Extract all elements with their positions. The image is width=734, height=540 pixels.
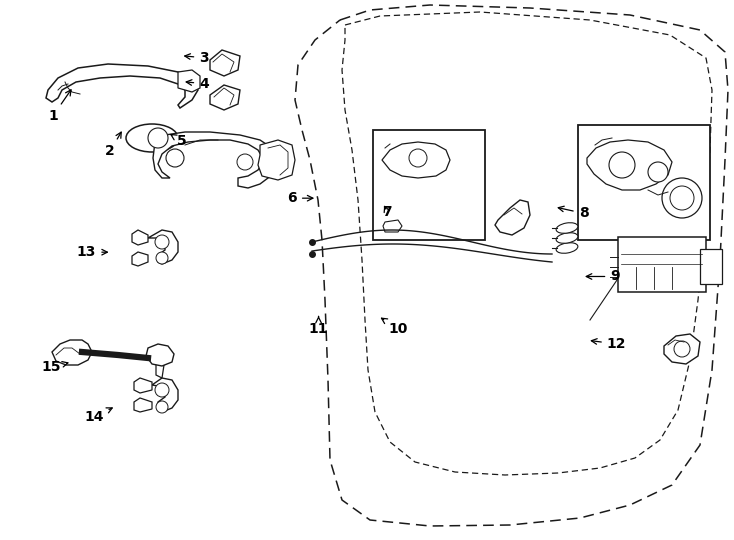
Polygon shape [134, 398, 152, 412]
Circle shape [155, 383, 169, 397]
Text: 7: 7 [382, 205, 392, 219]
Text: 14: 14 [84, 408, 112, 424]
Text: 3: 3 [185, 51, 209, 65]
Text: 8: 8 [559, 206, 589, 220]
Polygon shape [46, 64, 198, 108]
Circle shape [155, 235, 169, 249]
Bar [618, 237, 706, 292]
Polygon shape [383, 220, 402, 232]
Circle shape [237, 154, 253, 170]
Polygon shape [152, 378, 178, 412]
Polygon shape [52, 340, 92, 365]
Circle shape [148, 128, 168, 148]
Text: 11: 11 [309, 316, 328, 336]
Polygon shape [382, 142, 450, 178]
Circle shape [166, 149, 184, 167]
Polygon shape [258, 140, 295, 180]
Bar [373, 130, 485, 240]
Polygon shape [134, 378, 152, 393]
Text: 13: 13 [77, 245, 107, 259]
Polygon shape [148, 230, 178, 264]
Text: 2: 2 [105, 132, 121, 158]
Polygon shape [664, 334, 700, 364]
Polygon shape [495, 200, 530, 235]
Circle shape [674, 341, 690, 357]
Polygon shape [153, 132, 278, 188]
Text: 1: 1 [48, 90, 71, 123]
Circle shape [156, 401, 168, 413]
Text: 9: 9 [586, 269, 620, 284]
Circle shape [156, 252, 168, 264]
Circle shape [409, 149, 427, 167]
Ellipse shape [556, 222, 578, 233]
Ellipse shape [556, 242, 578, 253]
Text: 12: 12 [592, 337, 626, 351]
Polygon shape [146, 344, 174, 366]
Polygon shape [210, 85, 240, 110]
Polygon shape [178, 70, 200, 92]
Polygon shape [156, 360, 164, 378]
Bar [700, 249, 722, 284]
Polygon shape [132, 252, 148, 266]
Polygon shape [132, 230, 148, 245]
Polygon shape [587, 140, 672, 190]
Circle shape [670, 186, 694, 210]
Text: 4: 4 [186, 77, 209, 91]
Polygon shape [210, 50, 240, 76]
Text: 6: 6 [287, 191, 313, 205]
Text: 10: 10 [382, 318, 408, 336]
Ellipse shape [126, 124, 178, 152]
Text: 15: 15 [42, 360, 68, 374]
Circle shape [609, 152, 635, 178]
Bar [578, 125, 710, 240]
Ellipse shape [556, 233, 578, 244]
Text: 5: 5 [171, 134, 187, 149]
Circle shape [648, 162, 668, 182]
Circle shape [662, 178, 702, 218]
